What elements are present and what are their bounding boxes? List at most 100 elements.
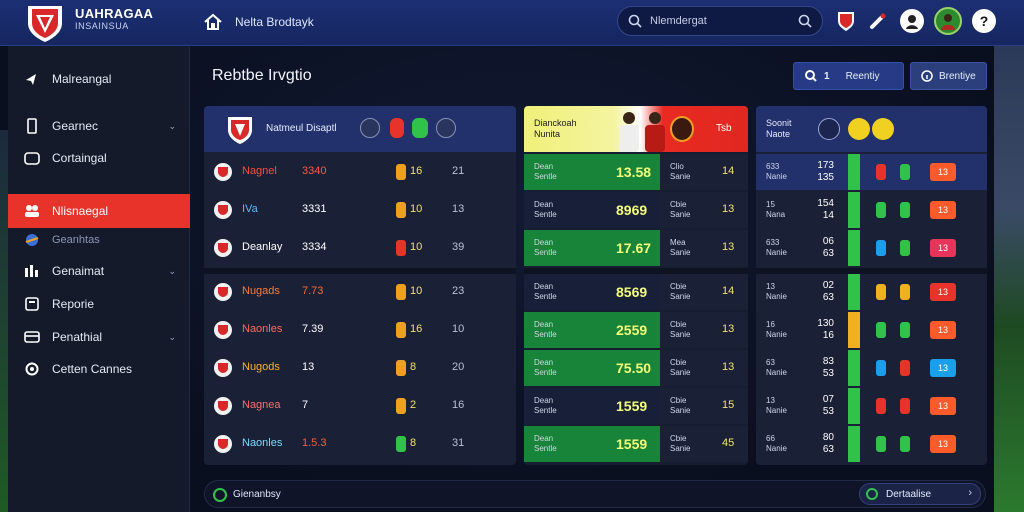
stat-row[interactable]: 633 Nanie 173 135 13	[756, 154, 987, 190]
odds-number: 13	[722, 361, 735, 373]
stat-row[interactable]: 66 Nanie 80 63 13	[756, 426, 987, 462]
help-icon[interactable]: ?	[972, 9, 996, 33]
player-avatar-icon[interactable]	[900, 9, 924, 33]
match-count: 2	[410, 399, 417, 411]
odds-cell[interactable]: Dean Sentle 1559	[524, 426, 660, 462]
chevron-down-icon[interactable]: ⌄	[168, 120, 176, 131]
odds-row[interactable]: Dean Sentle 2559 Cbie Sanie 13	[524, 312, 748, 348]
team-score: 13	[302, 361, 315, 373]
stat-row[interactable]: 13 Nanie 02 63 13	[756, 274, 987, 310]
table-row[interactable]: Naonles 1.5.3 8 31	[204, 426, 516, 462]
stat-row[interactable]: 16 Nanie 130 16 13	[756, 312, 987, 348]
stat-values: 154 14	[817, 198, 834, 221]
odds-cell[interactable]: Dean Sentle 8969	[524, 192, 660, 228]
details-button[interactable]: Dertaalise ›	[859, 483, 981, 505]
table-row[interactable]: Naonles 7.39 16 10	[204, 312, 516, 348]
stat-row[interactable]: 63 Nanie 83 53 13	[756, 350, 987, 386]
button-label: Reentiy	[845, 70, 880, 82]
odds-cell[interactable]: Dean Sentle 8569	[524, 274, 660, 310]
sidebar-item-nlisnaegal[interactable]: Nlisnaegal	[8, 194, 190, 228]
search-icon	[628, 14, 642, 28]
rating-badge[interactable]: 13	[930, 201, 956, 219]
club-crest-icon[interactable]	[670, 116, 694, 142]
odds-row[interactable]: Dean Sentle 75.50 Cbie Sanie 13	[524, 350, 748, 386]
primary-action-button[interactable]: 1 Reentiy	[793, 62, 904, 90]
table-row[interactable]: IVa 3331 10 13	[204, 192, 516, 228]
odds-cell[interactable]: Dean Sentle 2559	[524, 312, 660, 348]
sidebar-item-gearnec[interactable]: Gearnec ⌄	[8, 109, 190, 143]
odds-value: 17.67	[616, 240, 652, 256]
odds-label: Dean Sentle	[534, 358, 557, 377]
stat-values: 173 135	[817, 160, 834, 183]
odds-row[interactable]: Dean Sentle 13.58 Clio Sanie 14	[524, 154, 748, 190]
chevron-down-icon[interactable]: ⌄	[168, 265, 176, 276]
breadcrumb[interactable]: Nelta Brodtayk	[235, 15, 314, 29]
crest-icon[interactable]	[360, 118, 380, 138]
sidebar-item-malreangal[interactable]: Malreangal	[8, 62, 190, 96]
stat-row[interactable]: 15 Nana 154 14 13	[756, 192, 987, 228]
rating-badge[interactable]: 13	[930, 435, 956, 453]
odds-cell[interactable]: Dean Sentle 1559	[524, 388, 660, 424]
search-input[interactable]: Nlemdergat	[650, 15, 707, 27]
chevron-down-icon[interactable]: ⌄	[168, 331, 176, 342]
odds-label: Cbie Sanie	[670, 434, 691, 453]
sidebar-item-penathial[interactable]: Penathial ⌄	[8, 320, 190, 354]
manager-avatar[interactable]	[934, 7, 962, 35]
indicator-pill	[900, 398, 910, 414]
odds-label: Dean Sentle	[534, 282, 557, 301]
report-icon	[24, 296, 40, 312]
odds-cell[interactable]: Dean Sentle 13.58	[524, 154, 660, 190]
rating-badge[interactable]: 13	[930, 239, 956, 257]
match-count: 16	[410, 165, 423, 177]
sidebar-item-cetten-cannes[interactable]: Cetten Cannes	[8, 352, 190, 386]
team-score: 7	[302, 399, 309, 411]
rating-badge[interactable]: 13	[930, 283, 956, 301]
red-card-icon[interactable]	[390, 118, 404, 138]
table-row[interactable]: Deanlay 3334 10 39	[204, 230, 516, 266]
stat-row[interactable]: 13 Nanie 07 53 13	[756, 388, 987, 424]
table-row[interactable]: Nagnea 7 2 16	[204, 388, 516, 424]
odds-row[interactable]: Dean Sentle 8569 Cbie Sanie 14	[524, 274, 748, 310]
odds-cell[interactable]: Dean Sentle 17.67	[524, 230, 660, 266]
stat-row[interactable]: 633 Nanie 06 63 13	[756, 230, 987, 266]
form-bar	[848, 350, 860, 386]
coin-icon[interactable]	[872, 118, 894, 140]
odds-row[interactable]: Dean Sentle 8969 Cbie Sanie 13	[524, 192, 748, 228]
form-bar	[848, 154, 860, 190]
footer-left-label[interactable]: Gienanbsy	[233, 489, 281, 500]
secondary-action-button[interactable]: Brentiye	[910, 62, 987, 90]
coin-icon[interactable]	[848, 118, 870, 140]
table-row[interactable]: Nugods 13 8 20	[204, 350, 516, 386]
form-bar	[848, 230, 860, 266]
rating-badge[interactable]: 13	[930, 163, 956, 181]
odds-label: Dean Sentle	[534, 238, 557, 257]
odds-row[interactable]: Dean Sentle 1559 Cbie Sanie 45	[524, 426, 748, 462]
sidebar-item-geanhtas[interactable]: Geanhtas	[8, 223, 190, 257]
shield-icon[interactable]	[834, 9, 858, 33]
rating-badge[interactable]: 13	[930, 359, 956, 377]
ball-icon[interactable]	[436, 118, 456, 138]
indicator-pill	[876, 202, 886, 218]
sidebar-item-genaimat[interactable]: Genaimat ⌄	[8, 254, 190, 288]
whistle-icon[interactable]	[866, 9, 890, 33]
team-score: 7.39	[302, 323, 324, 335]
club-shield-logo[interactable]	[26, 3, 64, 43]
green-card-icon[interactable]	[412, 118, 428, 138]
table-row[interactable]: Nagnel 3340 16 21	[204, 154, 516, 190]
ball-icon[interactable]	[818, 118, 840, 140]
sidebar-item-cortaingal[interactable]: Cortaingal	[8, 141, 190, 175]
odds-row[interactable]: Dean Sentle 17.67 Mea Sanie 13	[524, 230, 748, 266]
form-bar	[848, 274, 860, 310]
odds-row[interactable]: Dean Sentle 1559 Cbie Sanie 15	[524, 388, 748, 424]
search-bar[interactable]: Nlemdergat	[617, 6, 823, 36]
table-row[interactable]: Nugads 7.73 10 23	[204, 274, 516, 310]
search-submit-icon[interactable]	[798, 14, 812, 28]
home-icon[interactable]	[203, 12, 223, 32]
rating-badge[interactable]: 13	[930, 321, 956, 339]
form-indicator	[396, 398, 406, 414]
team-icon	[24, 203, 40, 219]
sidebar-item-reporie[interactable]: Reporie	[8, 287, 190, 321]
odds-cell[interactable]: Dean Sentle 75.50	[524, 350, 660, 386]
button-label: Brentiye	[939, 70, 976, 82]
rating-badge[interactable]: 13	[930, 397, 956, 415]
